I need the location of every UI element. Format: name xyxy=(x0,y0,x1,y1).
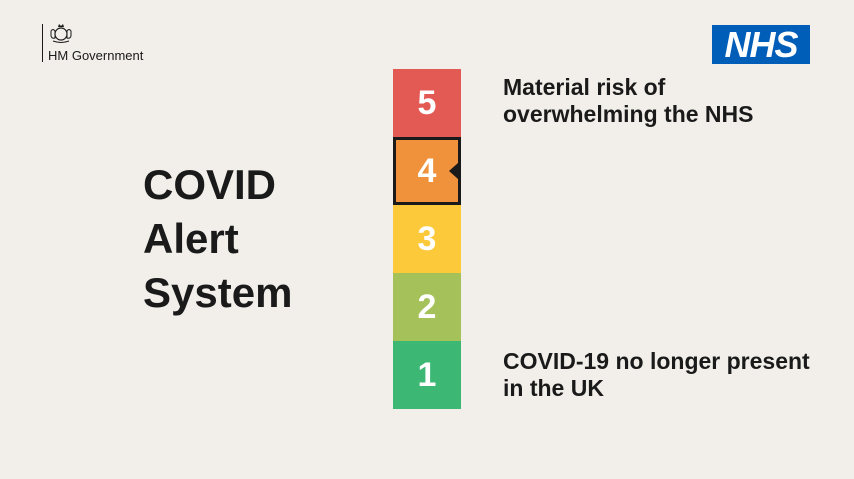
alert-level-3: 3 xyxy=(393,205,461,273)
alert-level-5: 5 xyxy=(393,69,461,137)
alert-level-number: 4 xyxy=(417,151,437,190)
alert-level-number: 1 xyxy=(417,355,437,394)
title-line: System xyxy=(143,269,293,316)
title-line: COVID xyxy=(143,161,277,208)
alert-level-1: 1 xyxy=(393,341,461,409)
nhs-logo: NHS xyxy=(712,25,810,64)
level-5-description: Material risk of overwhelming the NHS xyxy=(503,74,754,127)
alert-level-2: 2 xyxy=(393,273,461,341)
alert-level-scale: 5 4 3 2 1 xyxy=(393,69,461,409)
page-title: COVID Alert System xyxy=(143,158,292,320)
alert-level-number: 2 xyxy=(417,287,437,326)
alert-level-number: 3 xyxy=(417,219,437,258)
alert-level-4: 4 xyxy=(393,137,461,205)
current-level-pointer-icon xyxy=(449,163,458,179)
hm-government-label: HM Government xyxy=(48,48,144,63)
level-1-description: COVID-19 no longer present in the UK xyxy=(503,348,810,401)
logo-divider xyxy=(42,24,43,62)
royal-crest-icon xyxy=(50,24,72,43)
alert-level-number: 5 xyxy=(417,83,437,122)
title-line: Alert xyxy=(143,215,239,262)
